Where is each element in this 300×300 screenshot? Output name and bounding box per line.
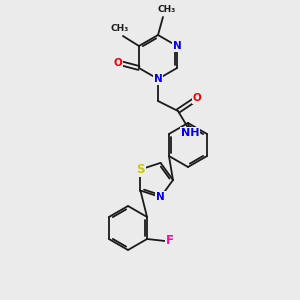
Text: O: O (193, 93, 201, 103)
Text: O: O (114, 58, 122, 68)
Text: CH₃: CH₃ (111, 24, 129, 33)
Text: S: S (136, 163, 145, 176)
Text: F: F (166, 235, 174, 248)
Text: N: N (173, 41, 182, 51)
Text: N: N (156, 192, 165, 202)
Text: N: N (154, 74, 162, 84)
Text: NH: NH (181, 128, 199, 138)
Text: CH₃: CH₃ (158, 5, 176, 14)
